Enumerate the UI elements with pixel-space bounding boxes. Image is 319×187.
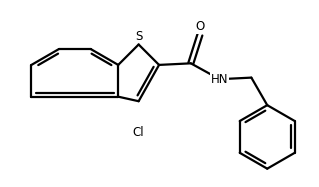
Text: Cl: Cl — [133, 126, 145, 140]
Text: HN: HN — [211, 73, 228, 86]
Text: O: O — [195, 20, 204, 33]
Text: S: S — [135, 30, 142, 43]
